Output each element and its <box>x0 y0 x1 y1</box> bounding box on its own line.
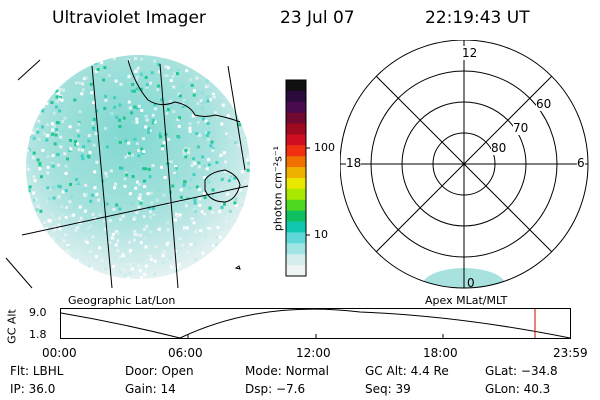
mlt-label-0: 0 <box>467 276 475 290</box>
colorbar-cell <box>286 178 306 190</box>
status-door-label: Door: <box>125 364 158 378</box>
altitude-ylabel: GC Alt <box>5 309 19 344</box>
status-glon: GLon: 40.3 <box>485 382 550 396</box>
colorbar-cell <box>286 167 306 179</box>
colorbar-cell <box>286 145 306 157</box>
altitude-xtick-0600: 06:00 <box>168 346 203 360</box>
colorbar-unit-label: photon cm⁻²s⁻¹ <box>271 145 285 232</box>
colorbar-cell <box>286 101 306 114</box>
colorbar-cell <box>286 90 306 103</box>
colorbar-tick-10: 10 <box>314 228 328 241</box>
status-glat: GLat: −34.8 <box>485 364 558 378</box>
mlt-label-12: 12 <box>460 46 480 60</box>
altitude-xtick-1800: 18:00 <box>423 346 458 360</box>
lat-label-70: 70 <box>513 121 529 135</box>
status-gc-alt-value: 4.4 Re <box>410 364 449 378</box>
time-label: 22:19:43 UT <box>425 8 530 28</box>
status-ip-label: IP: <box>10 382 25 396</box>
colorbar-cell <box>286 254 306 266</box>
altitude-ytick-low: 1.8 <box>29 328 47 341</box>
status-mode-value: Normal <box>285 364 329 378</box>
colorbar-cell <box>286 188 306 201</box>
colorbar-cell <box>286 199 306 212</box>
status-mode: Mode: Normal <box>245 364 329 378</box>
status-dsp-value: −7.6 <box>275 382 306 396</box>
colorbar-cell <box>286 221 306 233</box>
status-gc-alt: GC Alt: 4.4 Re <box>365 364 449 378</box>
apex-polar-plot <box>340 40 589 289</box>
status-gain: Gain: 14 <box>125 382 176 396</box>
status-glon-label: GLon: <box>485 382 520 396</box>
mlt-label-18: 18 <box>346 156 362 170</box>
status-filter-label: Flt: <box>10 364 29 378</box>
colorbar-cell <box>286 134 306 146</box>
status-seq-label: Seq: <box>365 382 392 396</box>
status-dsp: Dsp: −7.6 <box>245 382 305 396</box>
colorbar-cell <box>286 210 306 223</box>
colorbar-cell <box>286 243 306 255</box>
colorbar-tick-100: 100 <box>314 141 335 154</box>
status-glon-value: 40.3 <box>523 382 551 396</box>
colorbar-cell <box>286 80 306 92</box>
status-filter: Flt: LBHL <box>10 364 63 378</box>
status-mode-label: Mode: <box>245 364 282 378</box>
auroral-disk <box>26 55 250 279</box>
status-glat-label: GLat: <box>485 364 518 378</box>
status-gain-label: Gain: <box>125 382 157 396</box>
status-seq-value: 39 <box>395 382 411 396</box>
colorbar-cell <box>286 123 306 135</box>
colorbar-cell <box>286 156 306 168</box>
date-label: 23 Jul 07 <box>280 8 355 28</box>
altitude-curve <box>60 308 571 339</box>
status-dsp-label: Dsp: <box>245 382 273 396</box>
altitude-xtick-2359: 23:59 <box>553 346 588 360</box>
instrument-title: Ultraviolet Imager <box>52 8 206 28</box>
status-door: Door: Open <box>125 364 194 378</box>
status-door-value: Open <box>161 364 194 378</box>
altitude-ytick-high: 9.0 <box>29 306 47 319</box>
altitude-xtick-1200: 12:00 <box>296 346 331 360</box>
geographic-grid <box>5 59 249 289</box>
colorbar-cell <box>286 232 306 244</box>
status-gain-value: 14 <box>160 382 176 396</box>
apex-label: Apex MLat/MLT <box>425 294 508 307</box>
status-ip-value: 36.0 <box>28 382 56 396</box>
status-ip: IP: 36.0 <box>10 382 55 396</box>
altitude-plot <box>60 308 571 339</box>
geographic-label: Geographic Lat/Lon <box>68 294 176 307</box>
lat-label-60: 60 <box>536 97 552 111</box>
altitude-xtick-0000: 00:00 <box>42 346 77 360</box>
status-filter-value: LBHL <box>32 364 64 378</box>
colorbar-cell <box>286 112 306 125</box>
status-seq: Seq: 39 <box>365 382 411 396</box>
mlt-label-6: 6 <box>577 156 585 170</box>
status-gc-alt-label: GC Alt: <box>365 364 407 378</box>
colorbar <box>285 79 310 277</box>
lat-label-80: 80 <box>491 141 507 155</box>
status-glat-value: −34.8 <box>520 364 558 378</box>
geographic-image <box>5 55 250 289</box>
colorbar-cell <box>286 265 306 277</box>
